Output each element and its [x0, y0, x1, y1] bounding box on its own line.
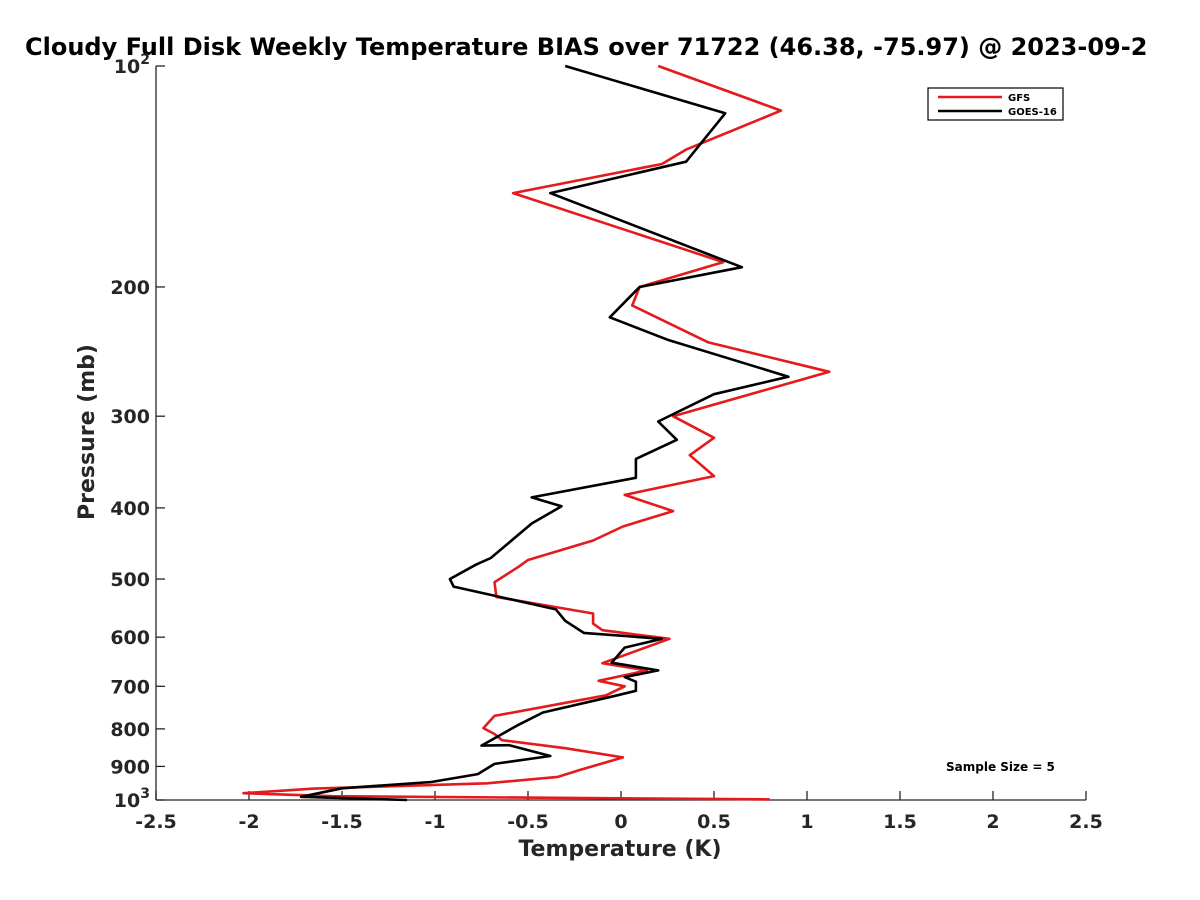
y-tick-label: 300	[110, 406, 150, 428]
series-line-goes16	[299, 64, 790, 802]
legend-label-gfs: GFS	[1008, 93, 1030, 104]
x-tick-label: -0.5	[507, 811, 549, 833]
x-tick-label: 0	[614, 811, 627, 833]
y-tick-label: 800	[110, 719, 150, 741]
y-tick-label: 103	[114, 786, 150, 812]
x-tick-label: 1	[800, 811, 813, 833]
y-tick-label: 700	[110, 676, 150, 698]
y-tick-label: 400	[110, 498, 150, 520]
x-tick-label: -1	[424, 811, 445, 833]
y-tick-label: 900	[110, 756, 150, 778]
plot-area: -2.5 -2 -1.5 -1 -0.5 0 0.5 1 1.5 2 2.5 102 200 300 400…	[110, 52, 1103, 833]
legend-label-goes16: GOES-16	[1008, 107, 1057, 118]
x-tick-label: 2.5	[1069, 811, 1103, 833]
y-tick-label: 500	[110, 569, 150, 591]
chart-title: Cloudy Full Disk Weekly Temperature BIAS…	[25, 33, 1147, 61]
x-tick-label: 0.5	[697, 811, 731, 833]
series-line-gfs	[242, 64, 831, 801]
y-axis-label: Pressure (mb)	[75, 344, 100, 520]
legend-box	[927, 87, 1064, 121]
x-tick-label: 2	[986, 811, 999, 833]
y-tick-label: 600	[110, 627, 150, 649]
x-tick-label: -1.5	[321, 811, 363, 833]
legend: GFS GOES-16	[927, 87, 1064, 121]
x-tick-label: -2	[238, 811, 259, 833]
x-axis-label: Temperature (K)	[518, 837, 721, 862]
x-tick-label: -2.5	[135, 811, 177, 833]
y-tick-label: 102	[114, 52, 150, 78]
x-tick-label: 1.5	[883, 811, 917, 833]
y-tick-label: 200	[110, 277, 150, 299]
sample-size-annotation: Sample Size = 5	[946, 760, 1055, 774]
